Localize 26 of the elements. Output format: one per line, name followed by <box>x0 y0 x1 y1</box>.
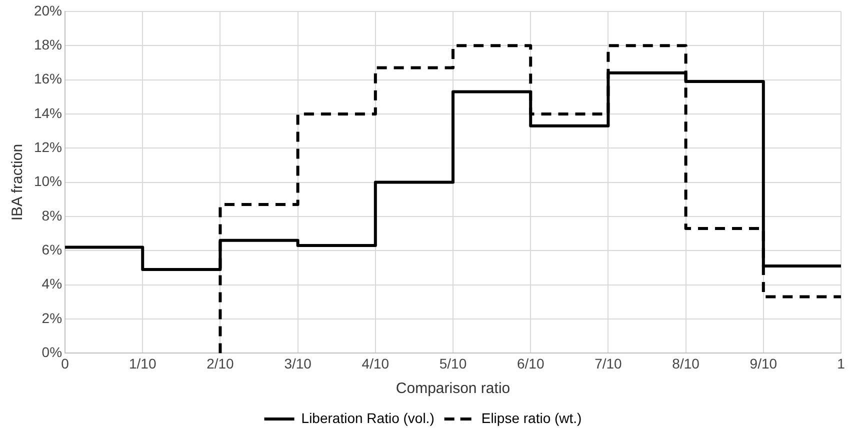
x-axis-title: Comparison ratio <box>396 380 510 398</box>
x-tick-label: 5/10 <box>439 355 467 372</box>
y-tick-label: 18% <box>34 36 62 52</box>
legend-label: Liberation Ratio (vol.) <box>301 410 434 426</box>
y-tick-label: 16% <box>34 70 62 87</box>
y-tick-label: 4% <box>42 276 62 292</box>
y-tick-label: 6% <box>42 242 62 258</box>
x-tick-label: 4/10 <box>362 355 390 372</box>
y-tick-label: 0% <box>42 344 62 360</box>
x-tick-label: 9/10 <box>750 355 778 372</box>
y-tick-label: 12% <box>34 138 62 155</box>
y-axis-title: IBA fraction <box>9 144 26 221</box>
x-tick-label: 0 <box>61 355 70 372</box>
x-tick-label: 1 <box>837 355 846 372</box>
x-tick-label: 7/10 <box>594 355 622 372</box>
x-tick-label: 1/10 <box>128 355 156 372</box>
x-tick-label: 3/10 <box>284 355 312 372</box>
x-tick-label: 2/10 <box>206 355 234 372</box>
legend-label: Elipse ratio (wt.) <box>481 410 582 426</box>
x-tick-label: 8/10 <box>672 355 700 372</box>
y-tick-label: 8% <box>42 207 62 224</box>
y-tick-label: 10% <box>34 173 62 190</box>
y-tick-label: 20% <box>34 2 62 18</box>
y-tick-label: 2% <box>42 310 62 326</box>
y-tick-label: 14% <box>34 104 62 121</box>
x-tick-label: 6/10 <box>516 355 544 372</box>
